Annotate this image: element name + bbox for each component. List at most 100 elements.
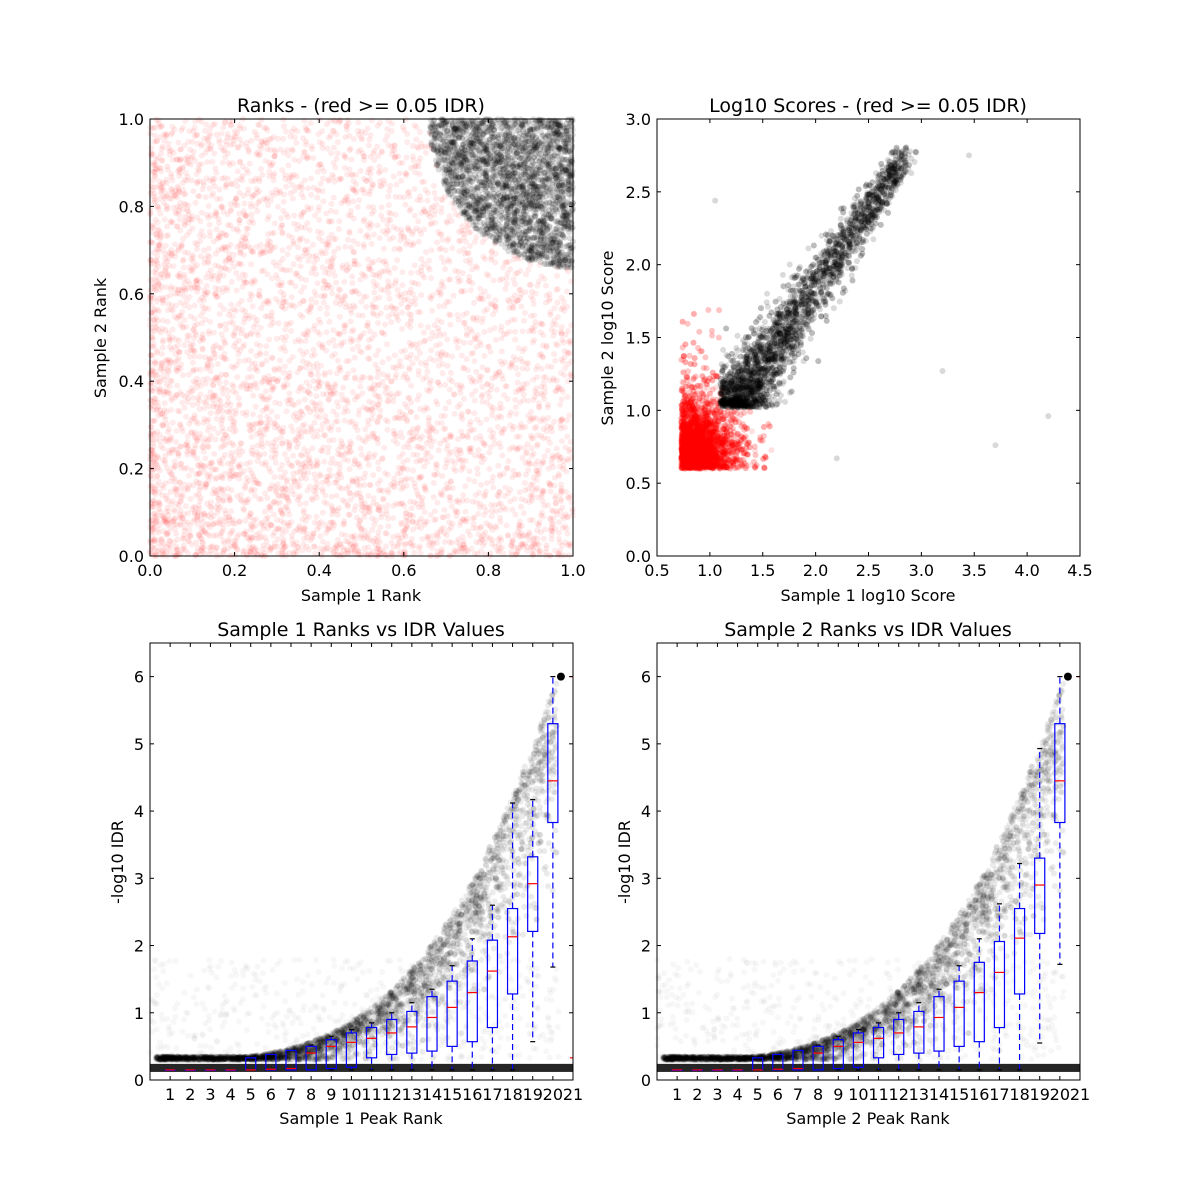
red-point (213, 415, 220, 422)
red-point (391, 265, 398, 272)
red-point (414, 425, 421, 432)
red-point (503, 383, 510, 390)
red-point (216, 311, 223, 318)
red-point (385, 209, 392, 216)
red-point (252, 203, 259, 210)
red-point (400, 459, 407, 466)
red-point (164, 517, 171, 524)
red-point (393, 181, 400, 188)
red-point (458, 352, 465, 359)
red-point (528, 452, 535, 459)
red-point (251, 492, 258, 499)
red-point (311, 419, 318, 426)
red-point (271, 146, 278, 153)
red-point (215, 263, 222, 270)
red-point (409, 242, 416, 249)
red-point (516, 424, 523, 431)
red-point (232, 407, 239, 414)
red-point (198, 228, 205, 235)
red-point (553, 499, 560, 506)
red-point (311, 471, 318, 478)
red-point (236, 518, 243, 525)
red-point (344, 503, 351, 510)
red-point (501, 331, 508, 338)
red-point (243, 213, 250, 220)
red-point (150, 341, 157, 348)
red-point (564, 513, 571, 520)
red-point (337, 367, 344, 374)
red-point (323, 329, 330, 336)
red-point (510, 354, 517, 361)
red-point (528, 327, 535, 334)
red-point (456, 337, 463, 344)
red-point (325, 339, 332, 346)
red-point (295, 399, 302, 406)
red-point (422, 186, 429, 193)
red-point (479, 391, 486, 398)
red-point (229, 440, 236, 447)
red-point (189, 225, 196, 232)
red-point (150, 387, 157, 394)
red-point (298, 408, 305, 415)
red-point (396, 390, 403, 397)
red-point (406, 366, 413, 373)
red-point (437, 528, 444, 535)
red-point (550, 508, 557, 515)
red-point (347, 335, 354, 342)
red-point (537, 329, 544, 336)
red-point (150, 336, 157, 343)
red-point (333, 472, 340, 479)
red-point (370, 495, 377, 502)
red-point (428, 454, 435, 461)
red-point (320, 391, 327, 398)
red-point (558, 328, 565, 335)
red-point (411, 549, 418, 556)
red-point (262, 534, 269, 541)
red-point (460, 491, 467, 498)
red-point (453, 498, 460, 505)
red-point (547, 488, 554, 495)
red-point (466, 445, 473, 452)
red-point (326, 466, 333, 473)
red-point (474, 416, 481, 423)
red-point (418, 230, 425, 237)
red-point (499, 376, 506, 383)
red-point (401, 127, 408, 134)
red-point (269, 482, 276, 489)
red-point (428, 347, 435, 354)
red-point (378, 329, 385, 336)
red-point (204, 437, 211, 444)
red-point (533, 486, 540, 493)
red-point (417, 524, 424, 531)
red-point (258, 361, 265, 368)
red-point (446, 386, 453, 393)
red-point (433, 428, 440, 435)
red-point (224, 434, 231, 441)
red-point (561, 372, 568, 379)
red-point (177, 365, 184, 372)
red-point (304, 203, 311, 210)
red-point (300, 541, 307, 548)
red-point (164, 318, 171, 325)
red-point (279, 303, 286, 310)
red-point (417, 360, 424, 367)
red-point (522, 450, 529, 457)
red-point (457, 238, 464, 245)
red-point (393, 225, 400, 232)
red-point (215, 277, 222, 284)
red-point (472, 452, 479, 459)
red-point (377, 182, 384, 189)
red-point (285, 162, 292, 169)
red-point (150, 488, 157, 495)
red-point (210, 190, 217, 197)
red-point (368, 117, 375, 124)
red-point (550, 454, 557, 461)
red-point (255, 332, 262, 339)
red-point (404, 374, 411, 381)
red-point (205, 270, 212, 277)
red-point (155, 120, 162, 127)
red-point (389, 147, 396, 154)
red-point (411, 122, 418, 129)
red-point (510, 467, 517, 474)
red-point (154, 347, 161, 354)
